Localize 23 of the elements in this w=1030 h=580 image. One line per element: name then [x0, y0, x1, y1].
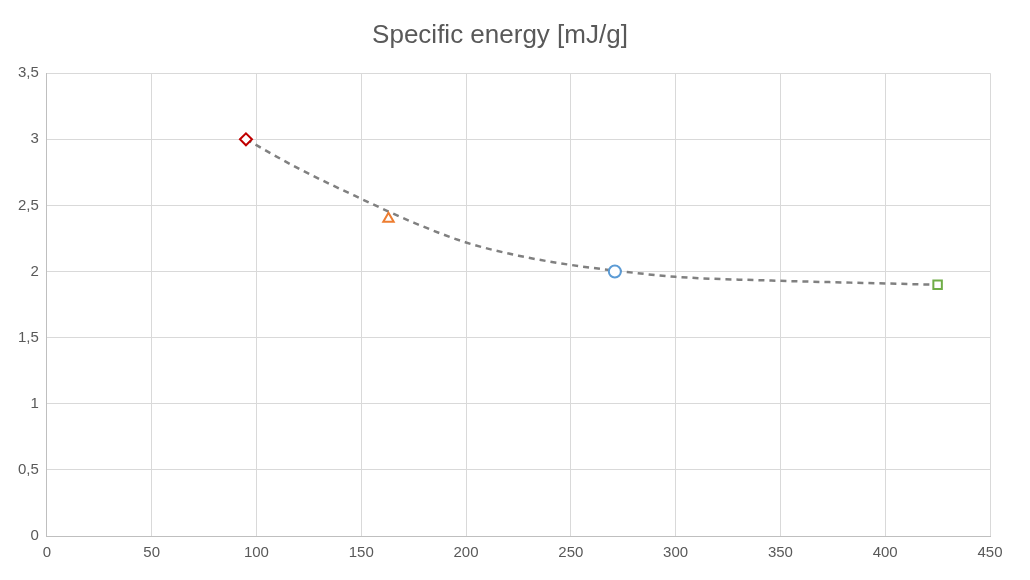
x-tick-label: 0 [42, 543, 52, 561]
x-tick-label: 450 [977, 543, 1003, 561]
y-tick-label: 1,5 [17, 327, 39, 345]
x-tick-label: 150 [348, 543, 374, 561]
x-tick-label: 350 [767, 543, 793, 561]
y-tick-label: 0 [30, 526, 39, 544]
point [607, 264, 622, 279]
x-tick-label: 250 [558, 543, 584, 561]
y-tick-label: 3,5 [17, 63, 39, 81]
point [382, 211, 395, 223]
x-tick-label: 300 [663, 543, 689, 561]
x-tick-label: 400 [872, 543, 898, 561]
x-tick-label: 50 [143, 543, 160, 561]
point [238, 132, 253, 147]
y-tick-label: 3 [30, 129, 39, 147]
y-tick-label: 0,5 [17, 460, 39, 478]
x-tick-label: 200 [453, 543, 479, 561]
point [932, 279, 943, 291]
y-tick-label: 2 [30, 261, 39, 279]
x-tick-label: 100 [243, 543, 269, 561]
y-tick-label: 1 [30, 393, 39, 411]
chart-title: Specific energy [mJ/g] [372, 18, 628, 49]
y-tick-label: 2,5 [17, 195, 39, 213]
